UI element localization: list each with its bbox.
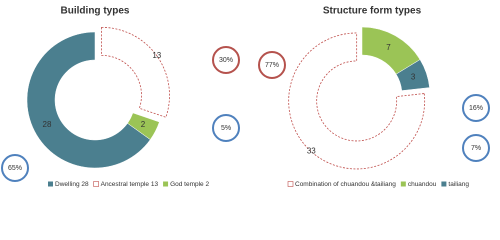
chart: Building types Structure form types 28 65… bbox=[1, 6, 490, 188]
data-label: 28 bbox=[43, 120, 52, 129]
legend-swatch bbox=[48, 181, 53, 187]
legend-label: chuandou bbox=[408, 181, 437, 188]
percent-label: 30% bbox=[219, 57, 233, 64]
legend-label: tailiang bbox=[448, 181, 469, 188]
legend-swatch bbox=[287, 181, 294, 187]
chart-title: Building types bbox=[61, 6, 130, 17]
donut-slice bbox=[127, 112, 160, 140]
data-label: 13 bbox=[152, 51, 161, 60]
percent-badge bbox=[1, 154, 29, 182]
percent-label: 16% bbox=[469, 105, 483, 112]
legend-swatch bbox=[163, 181, 169, 187]
percent-label: 65% bbox=[8, 165, 22, 172]
percent-badge bbox=[462, 94, 490, 122]
data-label: 3 bbox=[411, 73, 416, 82]
data-label: 2 bbox=[141, 120, 146, 129]
percent-badge bbox=[212, 46, 240, 74]
donut-slice bbox=[26, 31, 151, 169]
data-label: 33 bbox=[307, 147, 316, 156]
legend-label: Dwelling 28 bbox=[55, 181, 89, 188]
chart-title: Structure form types bbox=[323, 6, 422, 17]
percent-label: 5% bbox=[221, 125, 231, 132]
legend-label: Combination of chuandou &tailiang bbox=[295, 181, 396, 188]
percent-label: 77% bbox=[265, 62, 279, 69]
donut-slice bbox=[395, 59, 430, 91]
percent-label: 7% bbox=[471, 145, 481, 152]
legend-swatch bbox=[400, 181, 406, 187]
legend-swatch bbox=[441, 181, 447, 187]
legend-label: Ancestral temple 13 bbox=[101, 181, 159, 188]
legend-swatch bbox=[93, 181, 99, 187]
donut-slice bbox=[288, 32, 426, 170]
percent-badge bbox=[212, 114, 240, 142]
percent-badge bbox=[258, 51, 286, 79]
donut-slice bbox=[101, 26, 170, 118]
percent-badge bbox=[462, 134, 490, 162]
data-label: 7 bbox=[386, 43, 391, 52]
legend-label: God temple 2 bbox=[170, 181, 209, 188]
